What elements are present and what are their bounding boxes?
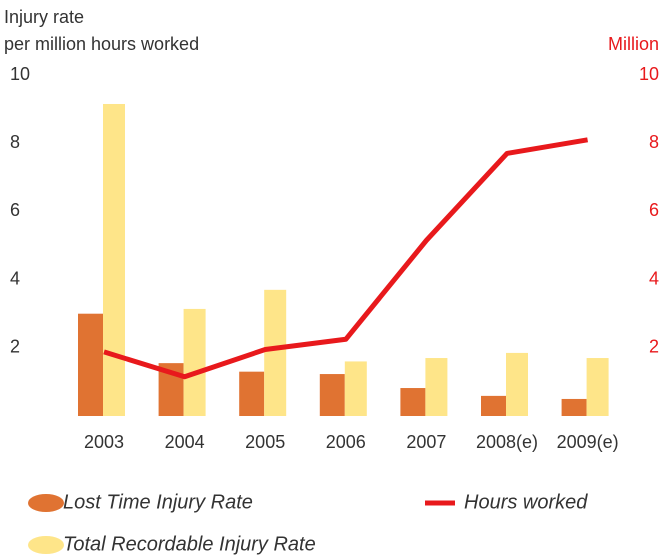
y-tick-label: 8 [10, 132, 20, 152]
y2-tick-label: 6 [649, 200, 659, 220]
bar [103, 103, 125, 417]
x-tick-label: 2004 [165, 432, 205, 452]
x-tick-label: 2006 [326, 432, 366, 452]
y2-tick-label: 10 [639, 64, 659, 84]
bar [319, 374, 345, 416]
bar [78, 313, 103, 416]
y2-tick-label: 4 [649, 268, 659, 288]
y2-tick-label: 2 [649, 337, 659, 357]
bar [400, 388, 426, 416]
x-tick-label: 2007 [406, 432, 446, 452]
legend-label: Total Recordable Injury Rate [63, 533, 316, 555]
y-axis-label: per million hours worked [4, 34, 199, 54]
legend-label: Lost Time Injury Rate [63, 491, 253, 513]
x-tick-label: 2008(e) [476, 432, 538, 452]
bar [425, 358, 448, 416]
legend-swatch [28, 536, 64, 554]
y2-axis-label: Million [608, 34, 659, 54]
bar [183, 308, 206, 416]
y-tick-label: 4 [10, 268, 20, 288]
legend-swatch [28, 494, 64, 512]
bar [481, 395, 506, 416]
y2-tick-label: 8 [649, 132, 659, 152]
legend-label: Hours worked [464, 491, 588, 513]
x-tick-label: 2003 [84, 432, 124, 452]
y-tick-label: 10 [10, 64, 30, 84]
y-axis-label: Injury rate [4, 7, 84, 27]
x-tick-label: 2005 [245, 432, 285, 452]
bar [239, 371, 265, 416]
bar [586, 358, 609, 416]
bar [506, 352, 528, 416]
bar [264, 289, 287, 416]
bar [561, 398, 587, 416]
bar [344, 361, 367, 416]
y-tick-label: 6 [10, 200, 20, 220]
x-tick-label: 2009(e) [557, 432, 619, 452]
y-tick-label: 2 [10, 337, 20, 357]
line [103, 137, 589, 380]
